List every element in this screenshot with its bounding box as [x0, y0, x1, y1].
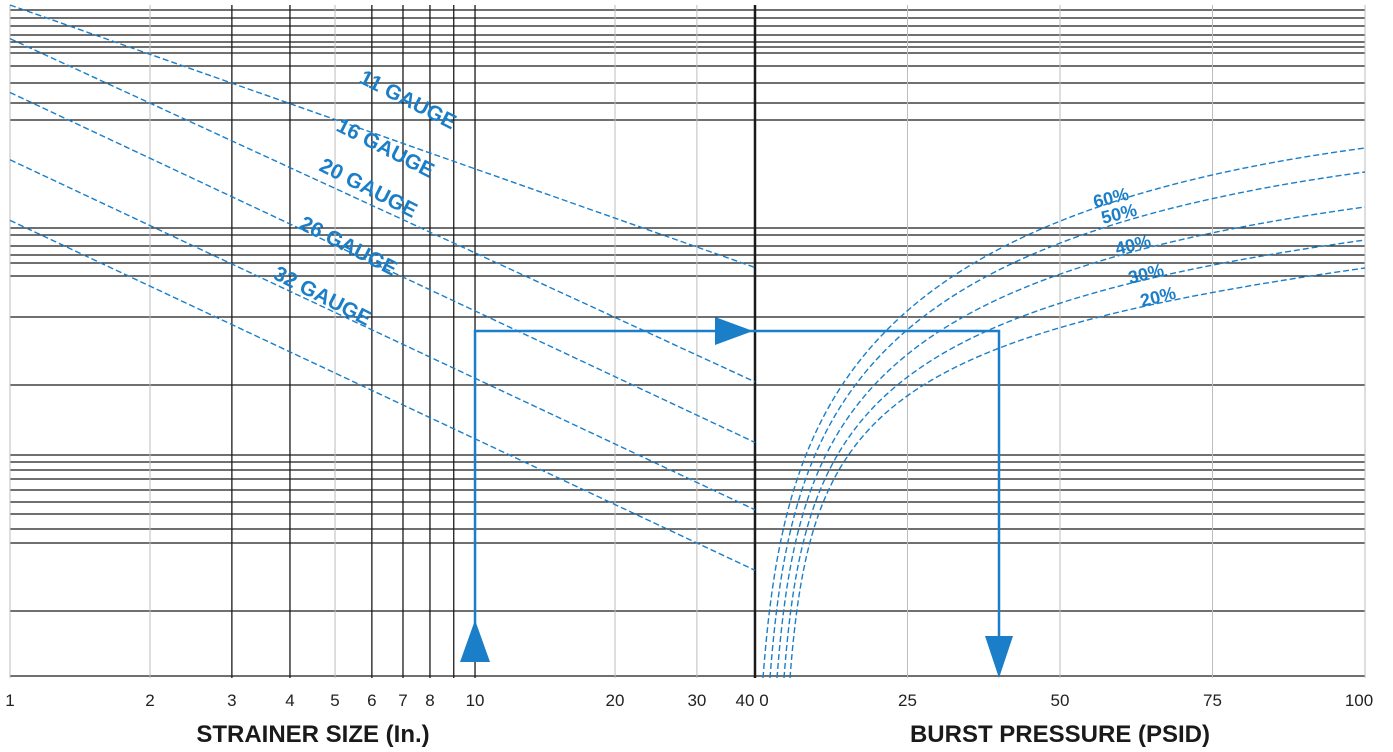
x-tick-label: 0	[759, 691, 768, 710]
x-tick-label: 100	[1345, 691, 1373, 710]
x-tick-label: 25	[898, 691, 917, 710]
right-arrow-icon	[715, 317, 753, 345]
x-tick-label: 75	[1203, 691, 1222, 710]
open-area-curve	[783, 239, 1366, 679]
gauge-line	[9, 38, 756, 383]
x-tick-label: 4	[285, 691, 294, 710]
up-arrow-icon	[460, 620, 491, 662]
x-tick-label: 8	[425, 691, 434, 710]
x-tick-label: 10	[466, 691, 485, 710]
x-tick-labels: 1 2 3 4 5 6 7 8 10 20 30 40 0 25 50 75 100	[5, 691, 1373, 710]
left-x-axis-label: STRAINER SIZE (In.)	[196, 721, 429, 748]
open-area-curve	[769, 171, 1366, 679]
x-tick-label: 50	[1051, 691, 1070, 710]
x-tick-label: 30	[687, 691, 706, 710]
x-tick-label: 3	[227, 691, 236, 710]
x-tick-label: 2	[145, 691, 154, 710]
curves	[9, 4, 1366, 679]
right-x-axis-label: BURST PRESSURE (PSID)	[910, 721, 1210, 748]
x-tick-label: 1	[5, 691, 14, 710]
open-area-curve	[776, 206, 1366, 679]
x-tick-label: 6	[367, 691, 376, 710]
gauge-line	[9, 4, 756, 269]
open-area-curve	[762, 147, 1366, 679]
x-tick-label: 7	[398, 691, 407, 710]
x-tick-label: 40	[736, 691, 755, 710]
gauge-line	[9, 219, 756, 571]
gauge-line	[9, 91, 756, 444]
x-tick-label: 5	[330, 691, 339, 710]
grid	[9, 5, 1366, 678]
x-tick-label: 20	[606, 691, 625, 710]
down-arrow-icon	[985, 636, 1013, 678]
gauge-line	[9, 159, 756, 511]
open-area-curve	[789, 267, 1366, 679]
example-path	[460, 317, 1013, 678]
